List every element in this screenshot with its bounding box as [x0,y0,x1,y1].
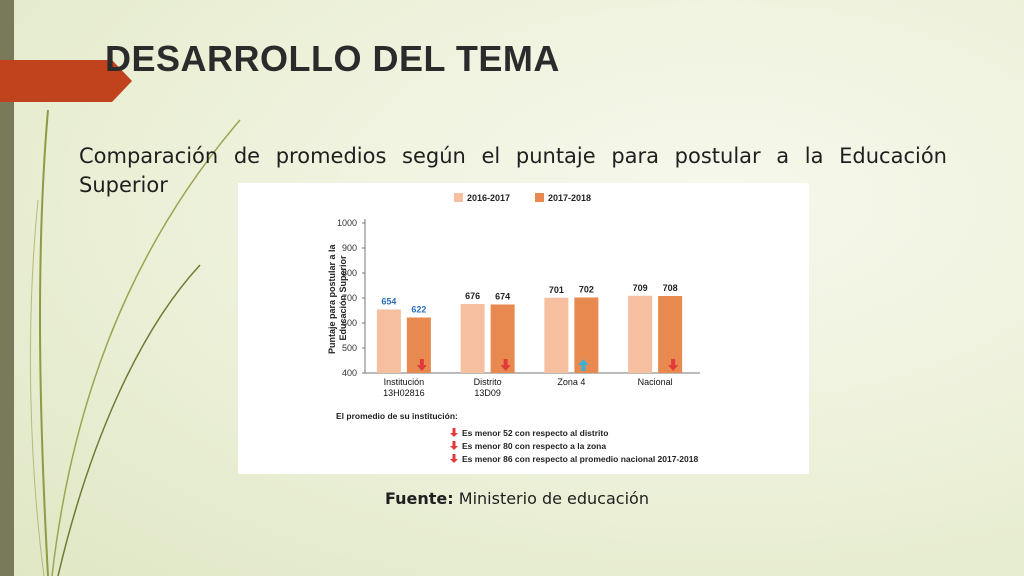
legend-swatch-2017-2018 [535,193,544,202]
slide-subtitle: Comparación de promedios según el puntaj… [79,144,947,197]
y-tick-label: 600 [342,318,357,328]
category-label: Institución 13H02816 [383,377,425,398]
bar-2016-2017-0 [376,309,401,373]
y-axis-title-line-1: Puntaje para postular a la [327,244,337,355]
y-tick-label: 1000 [337,218,357,228]
slide-title: DESARROLLO DEL TEMA [105,38,560,79]
bar-2016-2017-1 [460,304,485,373]
bar-value-label: 708 [663,283,678,293]
title-accent-tab [0,60,132,102]
arrow-up-icon [578,359,589,371]
y-tick-label: 400 [342,368,357,378]
note-line: Es menor 80 con respecto a la zona [462,441,606,451]
arrow-down-icon [500,359,511,371]
left-accent-band [0,0,14,576]
legend-swatch-2016-2017 [454,193,463,202]
bar-value-label: 701 [549,285,564,295]
bar-2016-2017-2 [544,297,569,373]
y-axis-title: Puntaje para postular a la Educación Sup… [327,242,348,354]
title-tab-shape [0,60,132,102]
bar-value-label: 676 [465,291,480,301]
y-tick-label: 700 [342,293,357,303]
bar-value-label: 622 [411,305,426,315]
y-axis-title-line-2: Educación Superior [338,255,348,341]
bar-2017-2018-3 [658,296,683,373]
y-tick-label: 900 [342,243,357,253]
chart-notes: El promedio de su institución: Es menor 5… [336,411,698,464]
source-text: Ministerio de educación [458,489,649,508]
bar-value-label: 654 [381,297,396,307]
y-tick-label: 500 [342,343,357,353]
bar-value-label: 702 [579,285,594,295]
note-line: Es menor 52 con respecto al distrito [462,428,608,438]
notes-title: El promedio de su institución: [336,411,458,421]
source-label: Fuente: [385,489,454,508]
arrow-down-icon [668,359,679,371]
arrow-down-icon [450,441,458,450]
bar-2017-2018-1 [490,304,515,373]
legend-label-2017-2018: 2017-2018 [548,193,591,203]
bar-chart: 2016-2017 2017-2018 Puntaje para postula… [327,193,700,464]
chart-panel: 2016-2017 2017-2018 Puntaje para postula… [238,183,809,474]
bar-2017-2018-0 [406,317,431,373]
arrow-down-icon [450,454,458,463]
arrow-down-icon [416,359,427,371]
bar-2017-2018-2 [574,297,599,373]
category-label: Distrito 13D09 [474,377,502,398]
category-label: Zona 4 [557,377,585,387]
bar-value-label: 674 [495,292,510,302]
bar-2016-2017-3 [628,295,653,373]
plot-area: 400 500 600 700 800 900 1000 654 622 Institución 1… [337,218,700,398]
category-label: Nacional [638,377,673,387]
bar-value-label: 709 [633,283,648,293]
legend-label-2016-2017: 2016-2017 [467,193,510,203]
decorative-curves [29,109,241,576]
arrow-down-icon [450,428,458,437]
source-caption: Fuente: Ministerio de educación [385,489,649,508]
y-tick-label: 800 [342,268,357,278]
note-line: Es menor 86 con respecto al promedio nac… [462,454,698,464]
